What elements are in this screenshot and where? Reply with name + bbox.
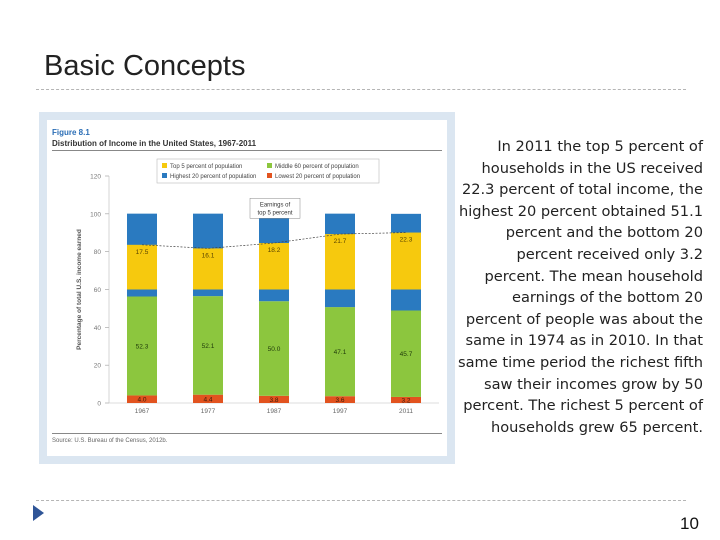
annotation-line-2: top 5 percent [257,210,292,216]
bar-segment [259,395,289,403]
figure-top-rule [52,150,442,151]
bar-value-label: 52.3 [136,343,149,350]
x-tick-label: 2011 [399,408,413,415]
legend-entry: Highest 20 percent of population [170,174,256,180]
top5-value-label: 21.7 [334,238,347,245]
top5-bar [325,234,355,290]
bullet-arrow-icon [33,505,44,521]
top5-bar [127,244,157,290]
y-axis-title: Percentage of total U.S. income earned [76,229,83,350]
x-tick-label: 1987 [267,408,282,415]
x-tick-label: 1967 [135,408,150,415]
x-tick-label: 1977 [201,408,216,415]
legend-swatch [267,163,272,168]
bar-value-label: 4.4 [203,396,212,403]
top5-bar [259,243,289,290]
legend-swatch [162,173,167,178]
figure-title: Distribution of Income in the United Sta… [52,139,257,148]
bar-value-label: 47.1 [334,349,347,356]
top5-value-label: 16.1 [202,252,215,259]
figure-source: Source: U.S. Bureau of the Census, 2012b… [52,438,168,444]
bar-value-label: 4.0 [137,397,146,404]
y-tick-label: 60 [94,287,102,294]
x-tick-label: 1997 [333,408,348,415]
legend-entry: Middle 60 percent of population [275,164,359,170]
footer-divider [36,500,686,501]
body-text: In 2011 the top 5 percent of households … [457,138,703,436]
y-tick-label: 100 [90,211,101,218]
y-tick-label: 0 [97,401,101,408]
legend-swatch [162,163,167,168]
y-tick-label: 20 [94,363,102,370]
bar-segment [325,307,355,397]
income-distribution-chart: 0 20 40 60 80 100 120 Percentage of total U.S. … [76,158,439,415]
bar-segment [193,394,223,403]
bar-value-label: 3.2 [401,397,410,404]
bar-segment [325,396,355,403]
top5-bar [391,232,421,290]
bar-value-label: 3.8 [269,397,278,404]
annotation-box [249,198,301,219]
annotation-line-1: Earnings of [260,202,291,208]
top5-trend-line [141,232,407,249]
top5-value-label: 22.3 [400,237,413,244]
title-divider [36,89,686,90]
bar-segment [259,301,289,396]
bar-value-label: 50.0 [268,346,281,353]
y-tick-label: 80 [94,249,102,256]
bar-segment [127,395,157,403]
bar-segment [127,296,157,396]
top5-bar [193,248,223,290]
bar-segment [391,310,421,397]
figure-panel: Figure 8.1 Distribution of Income in the… [39,112,455,464]
bar-segment [193,296,223,395]
figure-bottom-rule [52,433,442,434]
y-tick-label: 40 [94,325,102,332]
legend-entry: Top 5 percent of population [170,164,242,170]
bar-value-label: 52.1 [202,343,215,350]
legend-entry: Lowest 20 percent of population [275,174,360,180]
y-tick-label: 120 [90,174,101,181]
bar-segment [391,396,421,403]
figure-label: Figure 8.1 [52,128,90,137]
bar-value-label: 45.7 [400,351,413,358]
top5-value-label: 18.2 [268,247,281,254]
top5-value-label: 17.5 [136,249,149,256]
legend-swatch [267,173,272,178]
bar-value-label: 3.6 [335,397,344,404]
figure-inner: Figure 8.1 Distribution of Income in the… [47,120,447,456]
slide-title: Basic Concepts [44,50,246,82]
page-number: 10 [680,514,699,533]
